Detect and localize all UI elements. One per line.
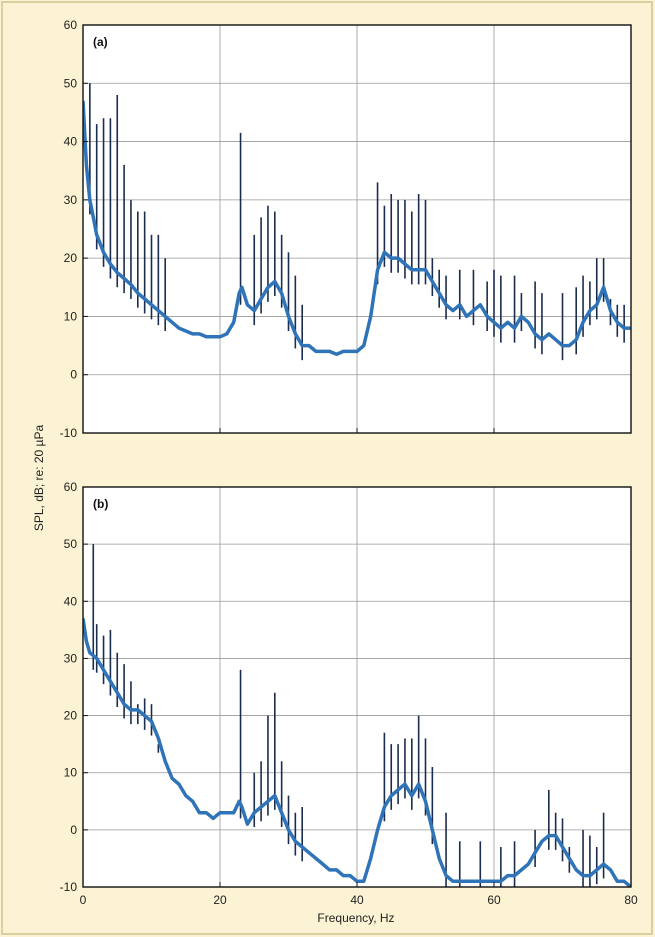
plot-panel-a: -10 0 10 20 30 40 50 60 (a) (60, 18, 632, 440)
y-tick-label: 40 (64, 594, 78, 608)
y-tick-label: 60 (64, 480, 78, 494)
x-tick-label: 0 (80, 893, 87, 907)
x-tick-label: 80 (624, 893, 638, 907)
y-tick-label: -10 (60, 880, 78, 894)
series-line (83, 100, 631, 357)
x-axis-title: Frequency, Hz (317, 911, 394, 925)
y-tick-label: 10 (64, 766, 78, 780)
y-tick-label: 30 (64, 193, 78, 207)
y-tick-label: 10 (64, 309, 78, 323)
y-tick-label: 20 (64, 251, 78, 265)
y-tick-label: 50 (64, 537, 78, 551)
x-tick-label: 20 (213, 893, 227, 907)
panel-label: (a) (93, 35, 108, 49)
panel-label: (b) (93, 497, 108, 511)
series-line (83, 618, 631, 887)
y-tick-label: 50 (64, 76, 78, 90)
y-tick-label: 60 (64, 18, 78, 32)
x-tick-label: 60 (487, 893, 501, 907)
y-axis-title: SPL, dB; re: 20 µPa (32, 425, 46, 532)
y-tick-label: 0 (70, 368, 77, 382)
y-tick-label: 40 (64, 135, 78, 149)
x-tick-label: 40 (350, 893, 364, 907)
series-group (83, 83, 631, 361)
y-tick-label: 0 (70, 823, 77, 837)
y-tick-label: -10 (60, 426, 78, 440)
series-group (83, 544, 631, 887)
y-tick-label: 30 (64, 651, 78, 665)
y-tick-label: 20 (64, 709, 78, 723)
